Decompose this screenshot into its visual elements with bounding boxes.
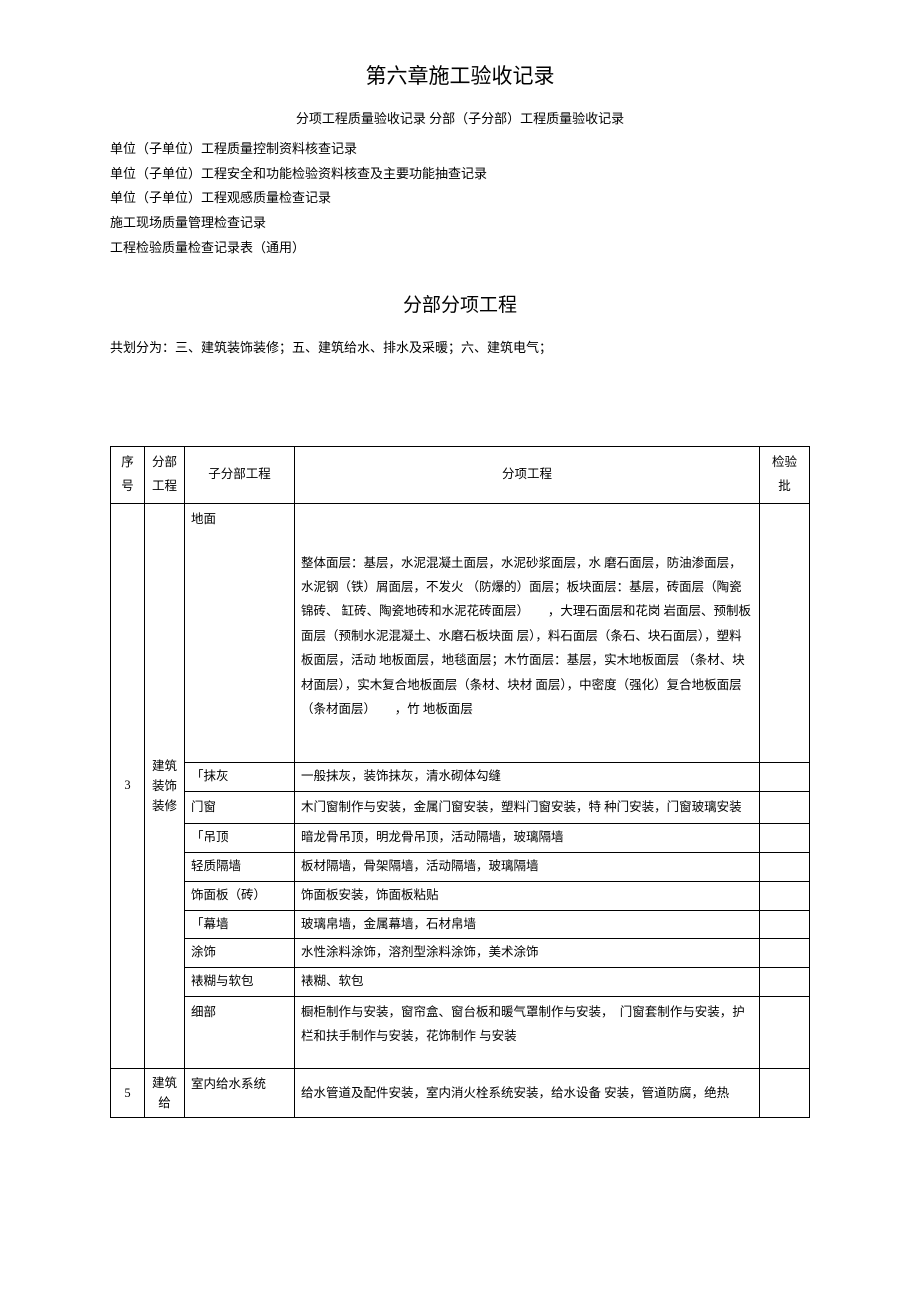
document-page: 第六章施工验收记录 分项工程质量验收记录 分部（子分部）工程质量验收记录 单位（… xyxy=(0,0,920,1158)
list-item: 施工现场质量管理检查记录 xyxy=(110,211,810,236)
table-row: 细部 橱柜制作与安装，窗帘盒、窗台板和暖气罩制作与安装， 门窗套制作与安装，护栏… xyxy=(111,996,810,1069)
table-row: 轻质隔墙 板材隔墙，骨架隔墙，活动隔墙，玻璃隔墙 xyxy=(111,853,810,882)
construction-table: 序号 分部 工程 子分部工程 分项工程 检验批 3 建筑装饰装修 地面 整体面层… xyxy=(110,446,810,1118)
cell-sub: 室内给水系统 xyxy=(185,1069,295,1118)
cell-sub: 细部 xyxy=(185,996,295,1069)
cell-sub: 门窗 xyxy=(185,791,295,824)
cell-sub: 「抹灰 xyxy=(185,762,295,791)
cell-item: 饰面板安装，饰面板粘贴 xyxy=(295,881,760,910)
table-row: 3 建筑装饰装修 地面 整体面层：基层，水泥混凝土面层，水泥砂浆面层，水 磨石面… xyxy=(111,503,810,762)
list-item: 单位（子单位）工程观感质量检查记录 xyxy=(110,186,810,211)
cell-batch xyxy=(760,881,810,910)
subtitle-line: 分项工程质量验收记录 分部（子分部）工程质量验收记录 xyxy=(110,108,810,127)
list-item: 工程检验质量检查记录表（通用） xyxy=(110,236,810,261)
cell-item: 暗龙骨吊顶，明龙骨吊顶，活动隔墙，玻璃隔墙 xyxy=(295,824,760,853)
list-item: 单位（子单位）工程安全和功能检验资料核查及主要功能抽查记录 xyxy=(110,162,810,187)
cell-item: 水性涂料涂饰，溶剂型涂料涂饰，美术涂饰 xyxy=(295,939,760,968)
cell-batch xyxy=(760,853,810,882)
header-division: 分部 工程 xyxy=(145,447,185,504)
cell-batch xyxy=(760,503,810,762)
chapter-title: 第六章施工验收记录 xyxy=(110,60,810,90)
cell-seq: 5 xyxy=(111,1069,145,1118)
cell-division: 建筑 给 xyxy=(145,1069,185,1118)
table-row: 裱糊与软包 裱糊、软包 xyxy=(111,968,810,997)
cell-item: 整体面层：基层，水泥混凝土面层，水泥砂浆面层，水 磨石面层，防油渗面层，水泥钢（… xyxy=(295,503,760,762)
cell-batch xyxy=(760,968,810,997)
cell-batch xyxy=(760,791,810,824)
cell-sub: 「吊顶 xyxy=(185,824,295,853)
cell-item: 木门窗制作与安装，金属门窗安装，塑料门窗安装，特 种门安装，门窗玻璃安装 xyxy=(295,791,760,824)
cell-item: 玻璃帛墙，金属幕墙，石材帛墙 xyxy=(295,910,760,939)
cell-item: 橱柜制作与安装，窗帘盒、窗台板和暖气罩制作与安装， 门窗套制作与安装，护栏和扶手… xyxy=(295,996,760,1069)
table-row: 「抹灰 一般抹灰，装饰抹灰，清水砌体勾缝 xyxy=(111,762,810,791)
cell-item: 给水管道及配件安装，室内消火栓系统安装，给水设备 安装，管道防腐，绝热 xyxy=(295,1069,760,1118)
table-row: 「吊顶 暗龙骨吊顶，明龙骨吊顶，活动隔墙，玻璃隔墙 xyxy=(111,824,810,853)
section-title: 分部分项工程 xyxy=(110,290,810,317)
table-row: 5 建筑 给 室内给水系统 给水管道及配件安装，室内消火栓系统安装，给水设备 安… xyxy=(111,1069,810,1118)
cell-sub: 地面 xyxy=(185,503,295,762)
cell-batch xyxy=(760,824,810,853)
table-header-row: 序号 分部 工程 子分部工程 分项工程 检验批 xyxy=(111,447,810,504)
cell-sub: 涂饰 xyxy=(185,939,295,968)
divisions-summary: 共划分为：三、建筑装饰装修；五、建筑给水、排水及采暖；六、建筑电气； xyxy=(110,337,810,356)
cell-batch xyxy=(760,939,810,968)
table-row: 「幕墙 玻璃帛墙，金属幕墙，石材帛墙 xyxy=(111,910,810,939)
table-row: 涂饰 水性涂料涂饰，溶剂型涂料涂饰，美术涂饰 xyxy=(111,939,810,968)
cell-sub: 裱糊与软包 xyxy=(185,968,295,997)
table-row: 饰面板（砖） 饰面板安装，饰面板粘贴 xyxy=(111,881,810,910)
table-row: 门窗 木门窗制作与安装，金属门窗安装，塑料门窗安装，特 种门安装，门窗玻璃安装 xyxy=(111,791,810,824)
cell-batch xyxy=(760,996,810,1069)
cell-seq: 3 xyxy=(111,503,145,1069)
header-seq: 序号 xyxy=(111,447,145,504)
cell-batch xyxy=(760,910,810,939)
header-sub-division: 子分部工程 xyxy=(185,447,295,504)
list-item: 单位（子单位）工程质量控制资料核查记录 xyxy=(110,137,810,162)
cell-item: 一般抹灰，装饰抹灰，清水砌体勾缝 xyxy=(295,762,760,791)
record-list: 单位（子单位）工程质量控制资料核查记录 单位（子单位）工程安全和功能检验资料核查… xyxy=(110,137,810,260)
cell-division: 建筑装饰装修 xyxy=(145,503,185,1069)
header-batch: 检验批 xyxy=(760,447,810,504)
cell-batch xyxy=(760,762,810,791)
cell-sub: 轻质隔墙 xyxy=(185,853,295,882)
cell-item: 板材隔墙，骨架隔墙，活动隔墙，玻璃隔墙 xyxy=(295,853,760,882)
cell-batch xyxy=(760,1069,810,1118)
cell-sub: 饰面板（砖） xyxy=(185,881,295,910)
cell-sub: 「幕墙 xyxy=(185,910,295,939)
header-item: 分项工程 xyxy=(295,447,760,504)
cell-item: 裱糊、软包 xyxy=(295,968,760,997)
